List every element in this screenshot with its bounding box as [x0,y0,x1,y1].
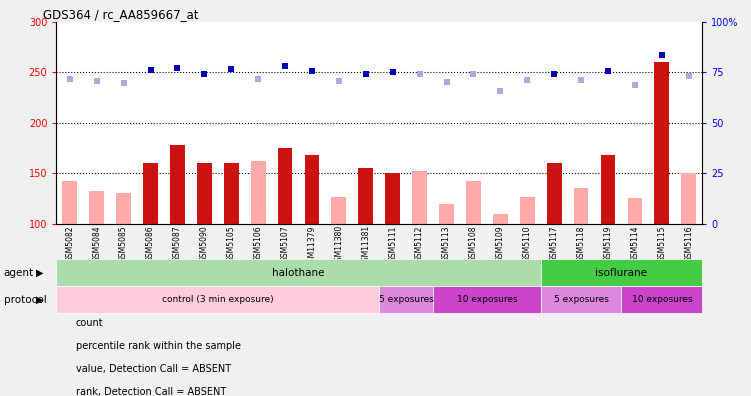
Point [225,66,237,72]
Bar [466,181,481,224]
Point [198,71,210,78]
Point [575,77,587,84]
Text: 5 exposures: 5 exposures [379,295,433,304]
Text: isoflurane: isoflurane [596,268,647,278]
Point [602,68,614,74]
Bar [170,145,185,224]
Bar [547,163,562,224]
Point [360,71,372,78]
Point [333,78,345,84]
Bar [379,286,433,313]
Bar [520,198,535,224]
Point [64,76,76,82]
Point [144,67,156,73]
Bar [56,259,541,286]
Point [467,71,479,78]
Bar [493,213,508,224]
Bar [574,188,589,224]
Bar [654,62,669,224]
Bar [62,181,77,224]
Point [252,76,264,82]
Bar [331,198,346,224]
Text: agent: agent [4,268,34,278]
Bar [628,198,642,224]
Point [494,88,506,95]
Point [118,80,130,87]
Text: halothane: halothane [273,268,324,278]
Bar [251,161,266,224]
Text: value, Detection Call = ABSENT: value, Detection Call = ABSENT [76,364,231,374]
Point [629,82,641,89]
Point [91,78,103,84]
Text: GDS364 / rc_AA859667_at: GDS364 / rc_AA859667_at [44,8,199,21]
Point [171,65,183,71]
Bar [681,173,696,224]
Text: ▶: ▶ [36,295,44,305]
Bar [412,171,427,224]
Text: count: count [76,318,104,328]
Text: control (3 min exposure): control (3 min exposure) [162,295,273,304]
Text: rank, Detection Call = ABSENT: rank, Detection Call = ABSENT [76,387,226,396]
Point [441,79,453,86]
Point [683,73,695,80]
Point [521,77,533,84]
Bar [143,163,158,224]
Text: percentile rank within the sample: percentile rank within the sample [76,341,241,351]
Bar [439,204,454,224]
Point [656,52,668,58]
Bar [116,193,131,224]
Point [279,63,291,69]
Bar [433,286,541,313]
Point [387,69,399,75]
Bar [197,163,212,224]
Bar [622,286,702,313]
Point [414,71,426,78]
Text: 10 exposures: 10 exposures [457,295,517,304]
Point [548,71,560,78]
Bar [89,191,104,224]
Text: protocol: protocol [4,295,47,305]
Text: 10 exposures: 10 exposures [632,295,692,304]
Bar [278,148,292,224]
Bar [56,286,379,313]
Bar [601,155,615,224]
Point [306,68,318,74]
Text: 5 exposures: 5 exposures [553,295,608,304]
Text: ▶: ▶ [36,268,44,278]
Bar [385,173,400,224]
Bar [541,286,622,313]
Bar [541,259,702,286]
Bar [305,155,319,224]
Bar [224,163,239,224]
Bar [358,168,373,224]
